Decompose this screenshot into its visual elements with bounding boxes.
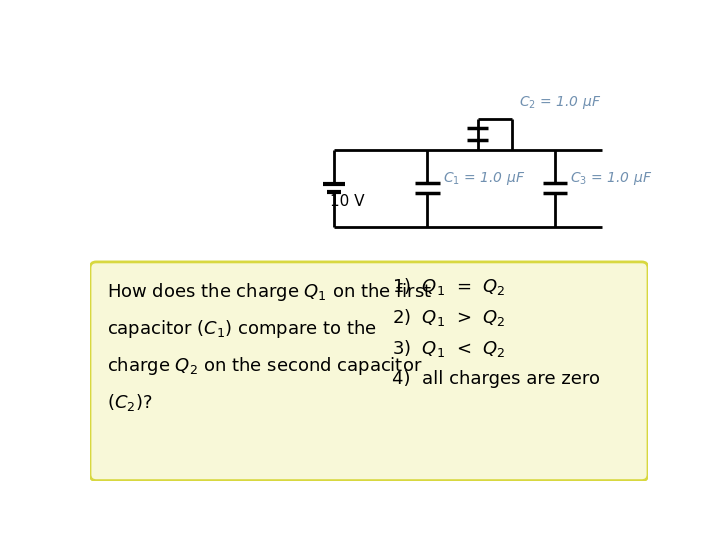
Text: ($C_2$)?: ($C_2$)? (107, 393, 153, 413)
Text: capacitor ($C_1$) compare to the: capacitor ($C_1$) compare to the (107, 318, 377, 340)
Text: charge $Q_2$ on the second capacitor: charge $Q_2$ on the second capacitor (107, 355, 423, 377)
Text: $C_1$ = 1.0 $\mu$F: $C_1$ = 1.0 $\mu$F (443, 170, 525, 187)
Text: 4)  all charges are zero: 4) all charges are zero (392, 370, 600, 388)
Text: $C_3$ = 1.0 $\mu$F: $C_3$ = 1.0 $\mu$F (570, 170, 652, 187)
FancyBboxPatch shape (90, 262, 648, 481)
Text: 3)  $Q_1$  <  $Q_2$: 3) $Q_1$ < $Q_2$ (392, 338, 505, 359)
Text: $C_2$ = 1.0 $\mu$F: $C_2$ = 1.0 $\mu$F (518, 94, 600, 111)
Text: How does the charge $Q_1$ on the first: How does the charge $Q_1$ on the first (107, 281, 433, 303)
Text: 1)  $Q_1$  =  $Q_2$: 1) $Q_1$ = $Q_2$ (392, 276, 505, 297)
Text: 2)  $Q_1$  >  $Q_2$: 2) $Q_1$ > $Q_2$ (392, 307, 505, 328)
Text: 10 V: 10 V (330, 194, 365, 210)
